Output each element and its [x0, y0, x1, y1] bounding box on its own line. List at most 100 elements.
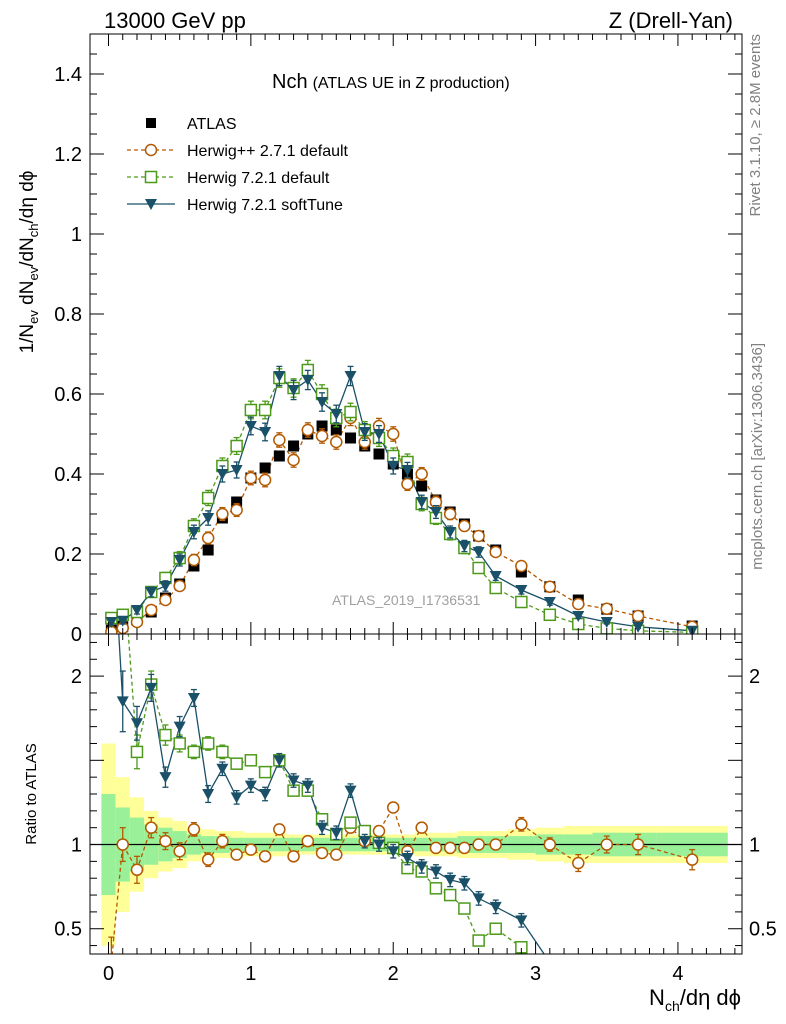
softtune-point — [401, 853, 414, 864]
softtune-point — [273, 371, 286, 382]
softtune-point — [287, 385, 300, 396]
herwigpp-point — [515, 559, 528, 573]
herwigpp-point — [244, 843, 258, 856]
softtune-point — [216, 763, 229, 775]
softtune-point — [458, 541, 471, 552]
softtune-point — [429, 866, 442, 878]
softtune-point — [344, 371, 357, 382]
herwigpp-point — [572, 597, 585, 611]
softtune-point — [145, 587, 158, 598]
softtune-point — [159, 772, 172, 784]
herwigpp-point — [130, 863, 144, 877]
plot-title-sub: (ATLAS UE in Z production) — [313, 75, 510, 92]
herwigpp-point — [472, 838, 485, 851]
softtune-point — [259, 427, 272, 438]
softtune-point — [358, 836, 371, 848]
legend-entry-herwigpp: Herwig++ 2.7.1 default — [127, 143, 349, 160]
herwigpp-point — [258, 473, 272, 487]
herwigpp-point — [105, 625, 118, 634]
softtune-point — [444, 874, 457, 886]
softtune-point — [244, 780, 257, 792]
softtune-point — [472, 893, 485, 905]
herwigpp-point — [258, 850, 272, 863]
herwig721-point — [443, 888, 457, 902]
softtune-point — [515, 915, 528, 927]
herwigpp-point — [543, 838, 557, 851]
herwigpp-point — [543, 580, 557, 594]
ratio-y-tick-label-right: 0.5 — [749, 919, 777, 941]
herwigpp-point — [201, 853, 215, 866]
softtune-point — [415, 497, 428, 508]
herwigpp-point — [600, 838, 614, 851]
legend-label-softtune: Herwig 7.2.1 softTune — [187, 197, 343, 214]
atlas-data-point — [345, 432, 357, 444]
herwigpp-point — [330, 435, 343, 449]
herwigpp-point — [187, 553, 201, 567]
ratio-y-tick-label: 1 — [71, 835, 82, 857]
herwigpp-point — [443, 507, 457, 521]
legend-marker-herwig721 — [144, 170, 158, 184]
herwigpp-point — [173, 579, 186, 593]
softtune-point — [145, 682, 158, 694]
herwigpp-point — [631, 609, 645, 623]
herwigpp-point — [315, 846, 329, 860]
herwig721-point — [201, 491, 215, 505]
herwigpp-point — [386, 801, 400, 814]
legend-label-herwig721: Herwig 7.2.1 default — [187, 170, 330, 187]
softtune-line — [118, 634, 545, 954]
herwig721-point — [472, 934, 485, 947]
energy-label: 13000 GeV pp — [104, 8, 246, 33]
softtune-point — [316, 822, 329, 834]
softtune-point — [259, 789, 272, 800]
herwigpp-point — [287, 850, 300, 863]
herwigpp-point — [144, 821, 158, 834]
herwigpp-point — [144, 603, 158, 617]
main-y-axis-label: 1/Nev dNev/dNch/dη dϕ — [17, 171, 41, 354]
y-tick-label: 1.2 — [54, 144, 82, 166]
softtune-point — [316, 397, 329, 408]
herwigpp-point — [159, 593, 172, 607]
plot-title: Nch (ATLAS UE in Z production) — [272, 71, 510, 93]
legend-marker-herwigpp — [144, 143, 158, 157]
softtune-point — [600, 617, 613, 628]
softtune-point — [273, 755, 286, 767]
ratio-y-tick-label: 2 — [71, 666, 82, 688]
herwigpp-point — [273, 823, 286, 836]
softtune-point — [387, 846, 400, 858]
ratio-y-tick-label: 0.5 — [54, 919, 82, 941]
legend-marker-softtune — [145, 199, 157, 210]
herwigpp-point — [287, 453, 300, 467]
softtune-point — [415, 861, 428, 873]
y-tick-label: 0 — [71, 624, 82, 646]
x-axis-label: Nch/dη dϕ — [649, 985, 741, 1014]
herwigpp-point — [301, 423, 315, 437]
herwigpp-line — [111, 416, 693, 633]
herwigpp-point — [685, 853, 699, 866]
herwig721-point — [489, 581, 502, 595]
y-tick-label: 0.4 — [54, 464, 82, 486]
herwig721-point — [515, 595, 528, 609]
process-label: Z (Drell-Yan) — [609, 8, 733, 33]
legend-entry-softtune: Herwig 7.2.1 softTune — [127, 197, 343, 214]
mcplots-label: mcplots.cern.ch [arXiv:1306.3436] — [749, 343, 766, 570]
herwig721-point — [244, 754, 258, 767]
x-tick-label: 2 — [388, 963, 399, 985]
softtune-point — [572, 611, 585, 622]
ratio-plot-frame — [89, 633, 743, 955]
herwig721-point — [159, 728, 172, 742]
softtune-point — [344, 785, 357, 797]
ratio-y-tick-label-right: 1 — [749, 835, 760, 857]
herwig721-point — [216, 745, 229, 759]
herwigpp-point — [458, 841, 471, 855]
softtune-point — [301, 780, 314, 792]
softtune-point — [544, 957, 556, 968]
ratio-plot-series — [108, 634, 699, 968]
herwig721-line — [111, 368, 693, 634]
rivet-version-label: Rivet 3.1.10, ≥ 2.8M events — [747, 34, 764, 217]
herwig721-point — [543, 608, 557, 622]
softtune-point — [330, 409, 343, 420]
herwig721-point — [258, 403, 272, 417]
y-tick-label: 0.6 — [54, 384, 82, 406]
legend-entry-herwig721: Herwig 7.2.1 default — [127, 170, 330, 187]
y-tick-label: 1.4 — [54, 64, 82, 86]
